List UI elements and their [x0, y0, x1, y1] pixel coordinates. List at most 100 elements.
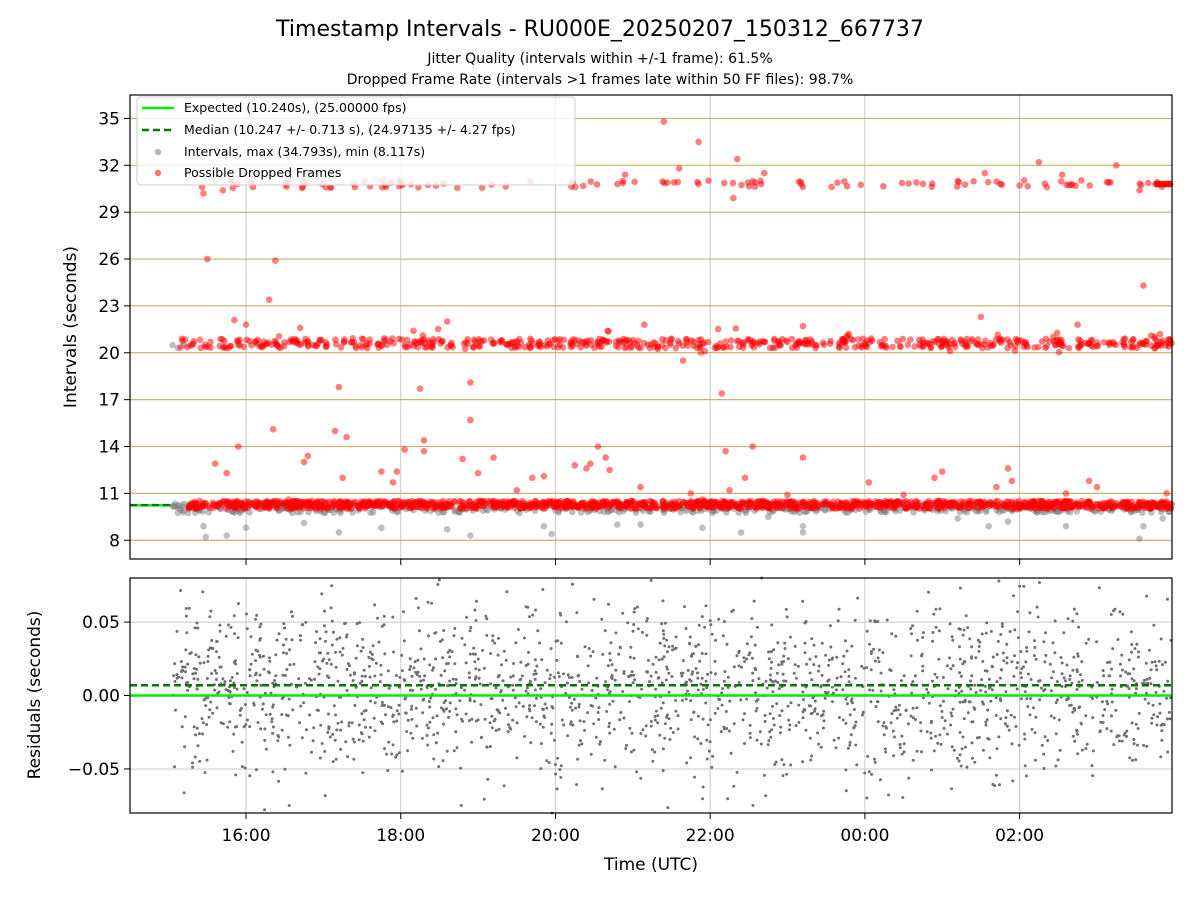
residual-point: [981, 660, 985, 663]
residual-point: [246, 718, 249, 722]
residual-point: [566, 673, 570, 677]
residual-point: [277, 779, 281, 783]
residual-point: [460, 717, 464, 721]
residual-point: [506, 713, 510, 717]
residual-point: [665, 667, 669, 671]
residual-point: [598, 742, 602, 746]
dropped-frame-point: [474, 469, 482, 477]
dropped-frame-point: [476, 343, 484, 350]
residual-point: [1013, 715, 1016, 719]
residual-point: [836, 619, 840, 623]
dropped-frame-point: [865, 479, 873, 486]
residual-point: [530, 716, 534, 720]
residual-point: [459, 766, 463, 770]
dropped-frame-point: [235, 443, 242, 450]
residual-point: [769, 678, 772, 682]
residual-point: [768, 712, 772, 716]
residual-point: [949, 723, 953, 727]
residual-point: [332, 704, 336, 708]
residual-point: [313, 660, 317, 664]
residual-point: [483, 717, 487, 721]
dropped-frame-point: [726, 487, 733, 494]
dropped-frame-point: [699, 496, 706, 503]
residual-point: [271, 703, 275, 707]
residual-point: [654, 655, 658, 659]
residual-point: [493, 641, 497, 645]
residual-point: [816, 731, 820, 735]
residual-point: [703, 625, 707, 629]
residual-point: [603, 758, 607, 762]
residual-point: [996, 639, 1000, 643]
residual-point: [213, 688, 217, 692]
dropped-frame-point: [1145, 179, 1152, 187]
dropped-frame-point: [528, 337, 535, 345]
residual-point: [934, 625, 938, 629]
residual-point: [326, 651, 330, 655]
residual-point: [1024, 660, 1028, 664]
residual-point: [948, 656, 951, 660]
residual-point: [431, 668, 434, 672]
residual-point: [322, 657, 326, 661]
residual-point: [486, 777, 490, 781]
interval-point: [1159, 515, 1166, 522]
residual-point: [892, 688, 896, 692]
dropped-frame-point: [1087, 342, 1095, 349]
residual-point: [737, 681, 741, 684]
residual-point: [368, 650, 372, 654]
intervals-y-tick-label: 29: [98, 203, 120, 223]
residual-point: [713, 711, 717, 715]
residual-point: [448, 648, 452, 652]
residual-point: [1040, 743, 1044, 747]
dropped-frame-point: [675, 165, 683, 172]
intervals-y-tick-label: 8: [109, 531, 120, 551]
residual-point: [717, 617, 721, 621]
residual-point: [976, 638, 980, 642]
legend-dropped-swatch: [154, 169, 162, 177]
dropped-frame-point: [280, 342, 288, 350]
residual-point: [209, 700, 213, 704]
residual-point: [502, 649, 506, 653]
residual-point: [254, 673, 257, 677]
residual-point: [329, 606, 333, 610]
residual-point: [434, 741, 438, 745]
residual-point: [258, 637, 262, 640]
residual-point: [684, 680, 688, 684]
residual-point: [360, 674, 364, 678]
residual-point: [639, 732, 643, 736]
residual-point: [236, 636, 240, 640]
residual-point: [1042, 752, 1046, 756]
dropped-frame-point: [326, 500, 333, 507]
residual-point: [931, 631, 935, 634]
dropped-frame-point: [229, 184, 237, 192]
dropped-frame-point: [957, 498, 964, 505]
residual-point: [427, 726, 430, 730]
intervals-y-tick-label: 35: [98, 109, 120, 129]
dropped-frame-point: [469, 343, 477, 351]
residual-point: [1032, 654, 1036, 658]
residual-point: [845, 702, 849, 706]
residual-point: [543, 702, 547, 706]
dropped-frame-point: [907, 336, 914, 343]
residual-point: [403, 679, 407, 682]
residual-point: [179, 589, 183, 592]
residual-point: [770, 623, 774, 627]
residual-point: [921, 696, 925, 700]
residual-point: [981, 700, 984, 704]
residual-point: [327, 725, 331, 729]
residual-point: [372, 716, 376, 720]
residual-point: [243, 766, 247, 770]
dropped-frame-point: [607, 502, 614, 509]
residual-point: [543, 681, 547, 685]
residual-point: [783, 641, 787, 645]
residual-point: [209, 609, 213, 613]
residual-point: [900, 752, 904, 756]
residual-point: [446, 662, 450, 665]
residual-point: [674, 635, 678, 639]
residual-point: [1098, 730, 1102, 734]
residual-point: [950, 787, 954, 791]
dropped-frame-point: [954, 177, 961, 185]
residual-point: [891, 729, 895, 733]
residual-point: [632, 610, 636, 614]
residual-point: [566, 734, 570, 738]
residual-point: [332, 630, 335, 634]
